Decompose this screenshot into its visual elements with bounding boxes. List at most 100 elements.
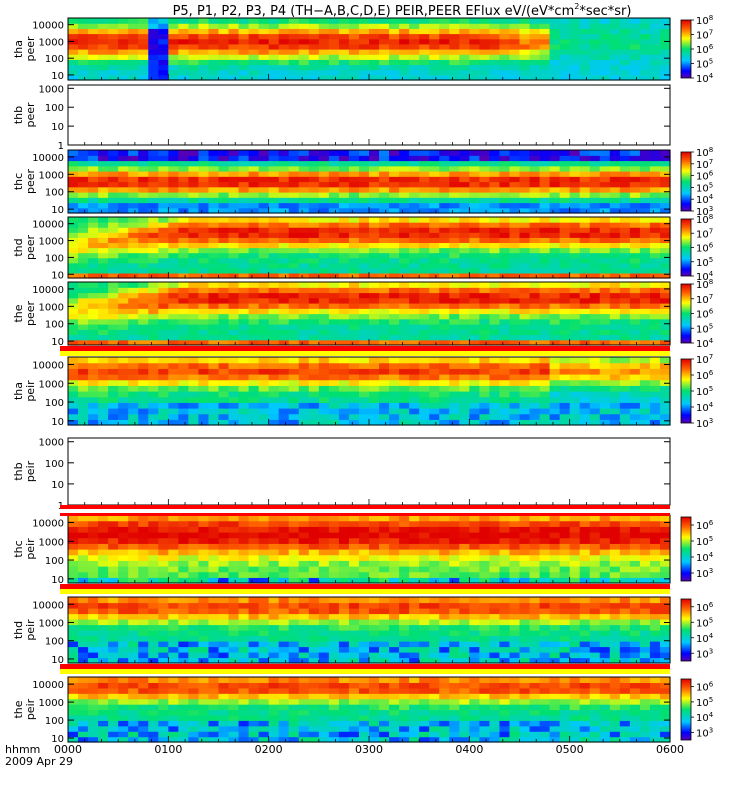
spectrogram-cell: [529, 362, 541, 369]
spectrogram-cell: [118, 192, 129, 198]
spectrogram-cell: [238, 357, 250, 364]
spectrogram-cell: [88, 232, 99, 238]
spectrogram-cell: [318, 186, 330, 193]
spectrogram-cell: [178, 526, 189, 533]
spectrogram-cell: [589, 318, 601, 325]
spectrogram-cell: [118, 262, 129, 269]
spectrogram-cell: [158, 297, 169, 304]
spectrogram-cell: [449, 385, 460, 392]
spectrogram-cell: [78, 217, 89, 223]
spectrogram-cell: [479, 262, 490, 269]
spectrogram-cell: [449, 262, 460, 269]
spectrogram-cell: [198, 646, 210, 653]
spectrogram-cell: [328, 374, 340, 381]
spectrogram-cell: [318, 202, 330, 209]
spectrogram-cell: [158, 608, 169, 615]
spectrogram-cell: [389, 408, 400, 415]
spectrogram-cell: [318, 292, 330, 299]
spectrogram-cell: [268, 176, 280, 183]
spectrogram-cell: [579, 357, 591, 364]
spectrogram-cell: [419, 282, 430, 288]
spectrogram-cell: [519, 38, 531, 45]
spectrogram-cell: [178, 308, 189, 315]
spectrogram-cell: [338, 571, 350, 578]
spectrogram-cell: [258, 197, 270, 204]
spectrogram-cell: [288, 287, 300, 294]
spectrogram-cell: [358, 252, 370, 259]
spectrogram-cell: [208, 646, 220, 653]
spectrogram-cell: [469, 402, 480, 409]
spectrogram-cell: [328, 566, 340, 573]
spectrogram-cell: [439, 242, 450, 249]
spectrogram-cell: [88, 385, 99, 392]
spectrogram-cell: [268, 391, 280, 398]
spectrogram-cell: [639, 282, 651, 288]
spectrogram-cell: [529, 74, 541, 81]
spectrogram-cell: [499, 308, 511, 315]
spectrogram-cell: [338, 186, 350, 193]
spectrogram-cell: [298, 402, 310, 409]
spectrogram-cell: [328, 408, 340, 415]
spectrogram-cell: [639, 396, 651, 403]
spectrogram-cell: [138, 242, 149, 249]
spectrogram-cell: [459, 374, 470, 381]
spectrogram-cell: [348, 402, 360, 409]
spectrogram-cell: [108, 391, 119, 398]
spectrogram-cell: [529, 165, 541, 172]
spectrogram-cell: [399, 197, 410, 204]
spectrogram-cell: [228, 23, 240, 29]
spectrogram-cell: [328, 192, 340, 198]
spectrogram-cell: [559, 532, 571, 539]
spectrogram-cell: [559, 374, 571, 381]
spectrogram-cell: [629, 64, 641, 71]
spectrogram-cell: [308, 262, 320, 269]
spectrogram-cell: [168, 339, 179, 346]
spectrogram-cell: [629, 150, 641, 156]
spectrogram-cell: [348, 292, 360, 299]
spectrogram-cell: [168, 282, 179, 288]
spectrogram-cell: [168, 59, 179, 66]
spectrogram-cell: [479, 571, 490, 578]
spectrogram-cell: [369, 374, 380, 381]
spectrogram-cell: [439, 227, 450, 233]
spectrogram-cell: [208, 402, 220, 409]
spectrogram-cell: [248, 362, 260, 369]
spectrogram-cell: [509, 150, 521, 156]
spectrogram-cell: [178, 391, 189, 398]
spectrogram-cell: [509, 313, 521, 320]
spectrogram-cell: [649, 571, 661, 578]
spectrogram-cell: [489, 413, 501, 420]
spectrogram-cell: [68, 560, 79, 567]
spectrogram-cell: [509, 329, 521, 336]
spectrogram-cell: [278, 186, 290, 193]
spectrogram-cell: [589, 329, 601, 336]
spectrogram-cell: [338, 324, 350, 330]
spectrogram-cell: [128, 292, 139, 299]
spectrogram-cell: [338, 217, 350, 223]
spectrogram-cell: [218, 362, 230, 369]
spectrogram-cell: [629, 374, 641, 381]
spectrogram-cell: [519, 74, 531, 81]
spectrogram-cell: [358, 267, 370, 274]
spectrogram-cell: [108, 303, 119, 309]
spectrogram-cell: [308, 391, 320, 398]
spectrogram-cell: [449, 23, 460, 29]
spectrogram-cell: [228, 237, 240, 244]
spectrogram-cell: [238, 247, 250, 254]
spectrogram-cell: [258, 59, 270, 66]
spectrogram-cell: [439, 43, 450, 50]
spectrogram-cell: [228, 292, 240, 299]
spectrogram-cell: [238, 192, 250, 198]
spectrogram-cell: [208, 532, 220, 539]
spectrogram-cell: [539, 297, 551, 304]
spectrogram-cell: [619, 329, 631, 336]
spectrogram-cell: [659, 526, 671, 533]
spectrogram-cell: [619, 23, 631, 29]
spectrogram-cell: [589, 334, 601, 341]
spectrogram-cell: [459, 549, 470, 556]
spectrogram-cell: [499, 186, 511, 193]
spectrogram-cell: [389, 520, 400, 527]
spectrogram-cell: [519, 287, 531, 294]
spectrogram-cell: [328, 232, 340, 238]
spectrogram-cell: [228, 18, 240, 24]
